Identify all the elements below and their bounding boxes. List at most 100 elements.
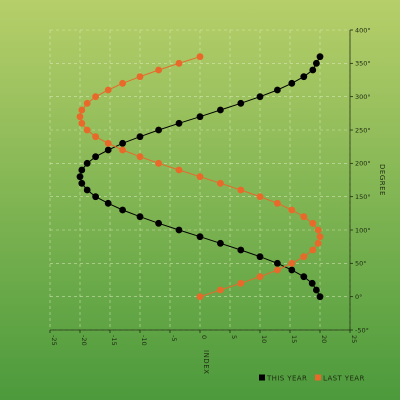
x-axis-title: INDEX xyxy=(202,350,210,374)
data-point xyxy=(316,53,324,61)
data-point xyxy=(217,286,224,294)
y-tick-label: 400° xyxy=(355,26,371,34)
legend-item: LAST YEAR xyxy=(315,374,365,383)
data-point xyxy=(83,126,91,134)
x-tick-label: 20 xyxy=(320,335,328,343)
data-point xyxy=(217,106,224,114)
series-group xyxy=(76,53,324,301)
data-point xyxy=(217,179,224,187)
y-tick-label: 200° xyxy=(355,160,371,168)
data-point xyxy=(300,273,308,281)
data-point xyxy=(175,166,183,174)
data-point xyxy=(92,133,99,141)
data-point xyxy=(78,179,86,187)
data-point xyxy=(274,266,281,274)
x-tick-label: 25 xyxy=(350,335,358,343)
data-point xyxy=(316,293,324,301)
legend-swatch xyxy=(259,374,265,381)
data-point xyxy=(300,253,308,261)
data-point xyxy=(288,206,296,214)
data-point xyxy=(175,59,183,67)
data-point xyxy=(196,233,204,241)
data-point xyxy=(136,73,144,81)
legend-swatch xyxy=(315,374,321,381)
data-point xyxy=(237,186,245,194)
data-point xyxy=(274,259,281,267)
data-point xyxy=(288,259,296,267)
data-point xyxy=(309,246,317,254)
data-point xyxy=(314,226,322,234)
y-tick-label: 150° xyxy=(355,193,371,201)
x-tick-label: -5 xyxy=(170,335,178,341)
data-point xyxy=(313,286,320,294)
data-point xyxy=(237,246,245,254)
data-point xyxy=(196,293,204,301)
x-tick-label: -20 xyxy=(80,335,88,346)
data-point xyxy=(92,153,99,161)
data-point xyxy=(104,139,112,147)
data-point xyxy=(308,279,316,287)
data-point xyxy=(155,126,163,134)
tick-labels: -25 -20 -15 -10 -5 0 5 10 15 20 25-50° 0° 50° 100° 150… xyxy=(50,26,371,345)
data-point xyxy=(78,166,86,174)
data-point xyxy=(119,139,126,147)
data-point xyxy=(309,219,317,227)
data-point xyxy=(92,193,99,201)
x-tick-label: -10 xyxy=(140,335,148,346)
axes xyxy=(49,29,353,333)
x-tick-label: 5 xyxy=(230,335,238,339)
data-point xyxy=(119,79,126,87)
data-point xyxy=(155,66,163,74)
data-point xyxy=(155,219,163,227)
y-tick-label: 300° xyxy=(355,93,371,101)
data-point xyxy=(155,159,163,167)
data-point xyxy=(196,113,204,121)
y-axis-title: DEGREE xyxy=(378,164,386,196)
data-point xyxy=(237,279,245,287)
y-tick-label: 250° xyxy=(355,126,371,134)
y-tick-label: 350° xyxy=(355,60,371,68)
data-point xyxy=(196,173,204,181)
data-point xyxy=(104,199,112,207)
data-point xyxy=(314,239,322,247)
data-point xyxy=(300,73,308,81)
data-point xyxy=(78,106,86,114)
data-point xyxy=(175,226,183,234)
data-point xyxy=(237,99,245,107)
x-tick-label: -25 xyxy=(50,335,58,346)
data-point xyxy=(136,133,144,141)
legend-item: THIS YEAR xyxy=(259,374,307,383)
data-point xyxy=(274,199,281,207)
y-tick-label: 100° xyxy=(355,226,371,234)
data-point xyxy=(196,53,204,61)
series-last-year xyxy=(76,53,324,301)
data-point xyxy=(313,59,320,67)
data-point xyxy=(316,233,324,241)
data-point xyxy=(217,239,224,247)
data-point xyxy=(256,93,264,101)
data-point xyxy=(288,266,296,274)
data-point xyxy=(78,119,86,127)
legend-label: LAST YEAR xyxy=(323,375,365,383)
data-point xyxy=(83,186,91,194)
x-tick-label: -15 xyxy=(110,335,118,346)
data-point xyxy=(92,93,99,101)
data-point xyxy=(256,253,264,261)
data-point xyxy=(76,173,84,181)
data-point xyxy=(119,206,126,214)
series-this-year xyxy=(76,53,324,301)
data-point xyxy=(136,153,144,161)
data-point xyxy=(300,213,308,221)
data-point xyxy=(83,99,91,107)
data-point xyxy=(136,213,144,221)
data-point xyxy=(104,86,112,94)
legend-label: THIS YEAR xyxy=(266,375,307,383)
data-point xyxy=(256,193,264,201)
x-tick-label: 10 xyxy=(260,335,268,343)
data-point xyxy=(288,79,296,87)
data-point xyxy=(104,146,112,154)
y-tick-label: -50° xyxy=(355,326,369,334)
y-tick-label: 0° xyxy=(355,293,362,301)
